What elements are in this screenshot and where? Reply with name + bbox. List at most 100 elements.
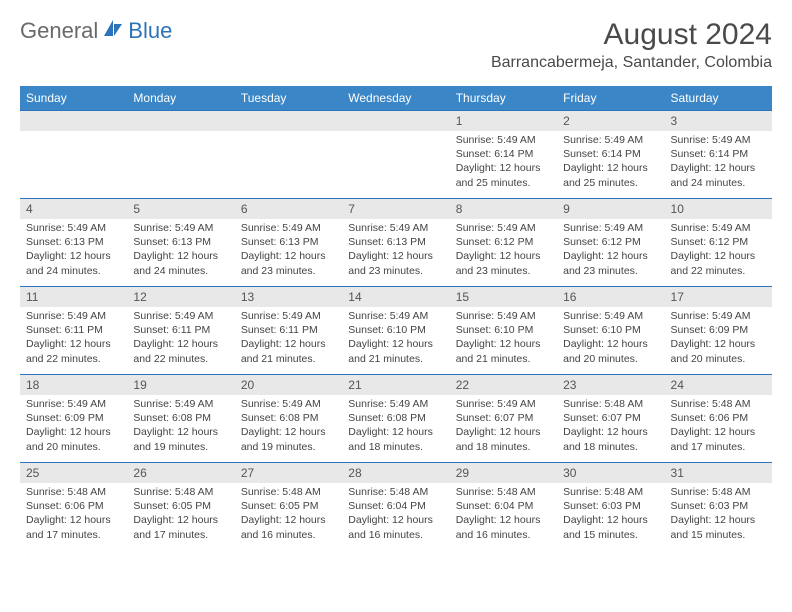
sunrise-text: Sunrise: 5:49 AM <box>563 309 658 323</box>
sunset-text: Sunset: 6:13 PM <box>348 235 443 249</box>
sunset-text: Sunset: 6:12 PM <box>456 235 551 249</box>
sunset-text: Sunset: 6:07 PM <box>563 411 658 425</box>
daylight-text: Daylight: 12 hours and 23 minutes. <box>456 249 551 277</box>
sunset-text: Sunset: 6:10 PM <box>456 323 551 337</box>
sunrise-text: Sunrise: 5:49 AM <box>241 309 336 323</box>
sunrise-text: Sunrise: 5:49 AM <box>563 133 658 147</box>
sunrise-text: Sunrise: 5:48 AM <box>671 485 766 499</box>
daylight-text: Daylight: 12 hours and 21 minutes. <box>456 337 551 365</box>
daylight-text: Daylight: 12 hours and 18 minutes. <box>563 425 658 453</box>
daylight-text: Daylight: 12 hours and 23 minutes. <box>348 249 443 277</box>
daylight-text: Daylight: 12 hours and 18 minutes. <box>348 425 443 453</box>
sunrise-text: Sunrise: 5:49 AM <box>26 221 121 235</box>
calendar-week: 18Sunrise: 5:49 AMSunset: 6:09 PMDayligh… <box>20 375 772 463</box>
calendar-day <box>127 111 234 199</box>
sunset-text: Sunset: 6:08 PM <box>133 411 228 425</box>
sunrise-text: Sunrise: 5:48 AM <box>563 397 658 411</box>
day-number: 29 <box>450 463 557 483</box>
sunset-text: Sunset: 6:11 PM <box>133 323 228 337</box>
day-info: Sunrise: 5:48 AMSunset: 6:05 PMDaylight:… <box>235 483 342 546</box>
day-number: 17 <box>665 287 772 307</box>
calendar-day: 3Sunrise: 5:49 AMSunset: 6:14 PMDaylight… <box>665 111 772 199</box>
day-info: Sunrise: 5:49 AMSunset: 6:13 PMDaylight:… <box>20 219 127 282</box>
day-info: Sunrise: 5:48 AMSunset: 6:04 PMDaylight:… <box>342 483 449 546</box>
day-number <box>20 111 127 131</box>
sunrise-text: Sunrise: 5:49 AM <box>456 221 551 235</box>
calendar-day: 10Sunrise: 5:49 AMSunset: 6:12 PMDayligh… <box>665 199 772 287</box>
daylight-text: Daylight: 12 hours and 24 minutes. <box>671 161 766 189</box>
calendar-week: 4Sunrise: 5:49 AMSunset: 6:13 PMDaylight… <box>20 199 772 287</box>
daylight-text: Daylight: 12 hours and 19 minutes. <box>133 425 228 453</box>
calendar-day: 12Sunrise: 5:49 AMSunset: 6:11 PMDayligh… <box>127 287 234 375</box>
day-info: Sunrise: 5:49 AMSunset: 6:09 PMDaylight:… <box>20 395 127 458</box>
sunset-text: Sunset: 6:03 PM <box>671 499 766 513</box>
day-info: Sunrise: 5:48 AMSunset: 6:06 PMDaylight:… <box>20 483 127 546</box>
sunrise-text: Sunrise: 5:49 AM <box>133 309 228 323</box>
sunset-text: Sunset: 6:14 PM <box>456 147 551 161</box>
location: Barrancabermeja, Santander, Colombia <box>491 54 772 72</box>
calendar-day: 28Sunrise: 5:48 AMSunset: 6:04 PMDayligh… <box>342 463 449 551</box>
sunrise-text: Sunrise: 5:49 AM <box>348 397 443 411</box>
day-number: 5 <box>127 199 234 219</box>
sunset-text: Sunset: 6:06 PM <box>26 499 121 513</box>
day-number: 21 <box>342 375 449 395</box>
sunrise-text: Sunrise: 5:49 AM <box>133 397 228 411</box>
calendar-week: 11Sunrise: 5:49 AMSunset: 6:11 PMDayligh… <box>20 287 772 375</box>
sunset-text: Sunset: 6:10 PM <box>563 323 658 337</box>
calendar-day: 22Sunrise: 5:49 AMSunset: 6:07 PMDayligh… <box>450 375 557 463</box>
day-number: 8 <box>450 199 557 219</box>
sunrise-text: Sunrise: 5:48 AM <box>348 485 443 499</box>
logo-text-general: General <box>20 18 98 44</box>
sunset-text: Sunset: 6:03 PM <box>563 499 658 513</box>
sunrise-text: Sunrise: 5:49 AM <box>241 397 336 411</box>
day-info: Sunrise: 5:49 AMSunset: 6:11 PMDaylight:… <box>20 307 127 370</box>
daylight-text: Daylight: 12 hours and 17 minutes. <box>133 513 228 541</box>
day-number: 27 <box>235 463 342 483</box>
day-number: 13 <box>235 287 342 307</box>
day-info: Sunrise: 5:49 AMSunset: 6:08 PMDaylight:… <box>127 395 234 458</box>
sunset-text: Sunset: 6:04 PM <box>456 499 551 513</box>
day-info: Sunrise: 5:49 AMSunset: 6:07 PMDaylight:… <box>450 395 557 458</box>
calendar-day: 13Sunrise: 5:49 AMSunset: 6:11 PMDayligh… <box>235 287 342 375</box>
sunrise-text: Sunrise: 5:49 AM <box>348 309 443 323</box>
weekday-header: Monday <box>127 86 234 111</box>
weekday-header: Tuesday <box>235 86 342 111</box>
sunset-text: Sunset: 6:05 PM <box>241 499 336 513</box>
daylight-text: Daylight: 12 hours and 18 minutes. <box>456 425 551 453</box>
calendar-week: 25Sunrise: 5:48 AMSunset: 6:06 PMDayligh… <box>20 463 772 551</box>
sunset-text: Sunset: 6:09 PM <box>671 323 766 337</box>
weekday-header: Saturday <box>665 86 772 111</box>
daylight-text: Daylight: 12 hours and 20 minutes. <box>26 425 121 453</box>
sunset-text: Sunset: 6:14 PM <box>563 147 658 161</box>
daylight-text: Daylight: 12 hours and 19 minutes. <box>241 425 336 453</box>
day-number: 22 <box>450 375 557 395</box>
sunset-text: Sunset: 6:12 PM <box>671 235 766 249</box>
day-number: 15 <box>450 287 557 307</box>
daylight-text: Daylight: 12 hours and 25 minutes. <box>456 161 551 189</box>
sunrise-text: Sunrise: 5:48 AM <box>241 485 336 499</box>
calendar-day <box>342 111 449 199</box>
day-number: 10 <box>665 199 772 219</box>
day-number: 23 <box>557 375 664 395</box>
sunrise-text: Sunrise: 5:48 AM <box>671 397 766 411</box>
day-info: Sunrise: 5:48 AMSunset: 6:03 PMDaylight:… <box>557 483 664 546</box>
calendar-day: 6Sunrise: 5:49 AMSunset: 6:13 PMDaylight… <box>235 199 342 287</box>
day-number: 19 <box>127 375 234 395</box>
calendar-day: 2 Sunrise: 5:49 AMSunset: 6:14 PMDaylight… <box>557 111 664 199</box>
calendar-day <box>235 111 342 199</box>
weekday-header: Friday <box>557 86 664 111</box>
day-info: Sunrise: 5:48 AMSunset: 6:07 PMDaylight:… <box>557 395 664 458</box>
sunset-text: Sunset: 6:11 PM <box>26 323 121 337</box>
day-number: 12 <box>127 287 234 307</box>
day-info: Sunrise: 5:49 AMSunset: 6:11 PMDaylight:… <box>127 307 234 370</box>
day-number: 2 <box>557 111 664 131</box>
day-number: 24 <box>665 375 772 395</box>
sunrise-text: Sunrise: 5:49 AM <box>26 309 121 323</box>
daylight-text: Daylight: 12 hours and 25 minutes. <box>563 161 658 189</box>
sunrise-text: Sunrise: 5:48 AM <box>563 485 658 499</box>
calendar-day: 5Sunrise: 5:49 AMSunset: 6:13 PMDaylight… <box>127 199 234 287</box>
daylight-text: Daylight: 12 hours and 22 minutes. <box>26 337 121 365</box>
day-info: Sunrise: 5:48 AMSunset: 6:03 PMDaylight:… <box>665 483 772 546</box>
daylight-text: Daylight: 12 hours and 24 minutes. <box>26 249 121 277</box>
calendar-day: 25Sunrise: 5:48 AMSunset: 6:06 PMDayligh… <box>20 463 127 551</box>
